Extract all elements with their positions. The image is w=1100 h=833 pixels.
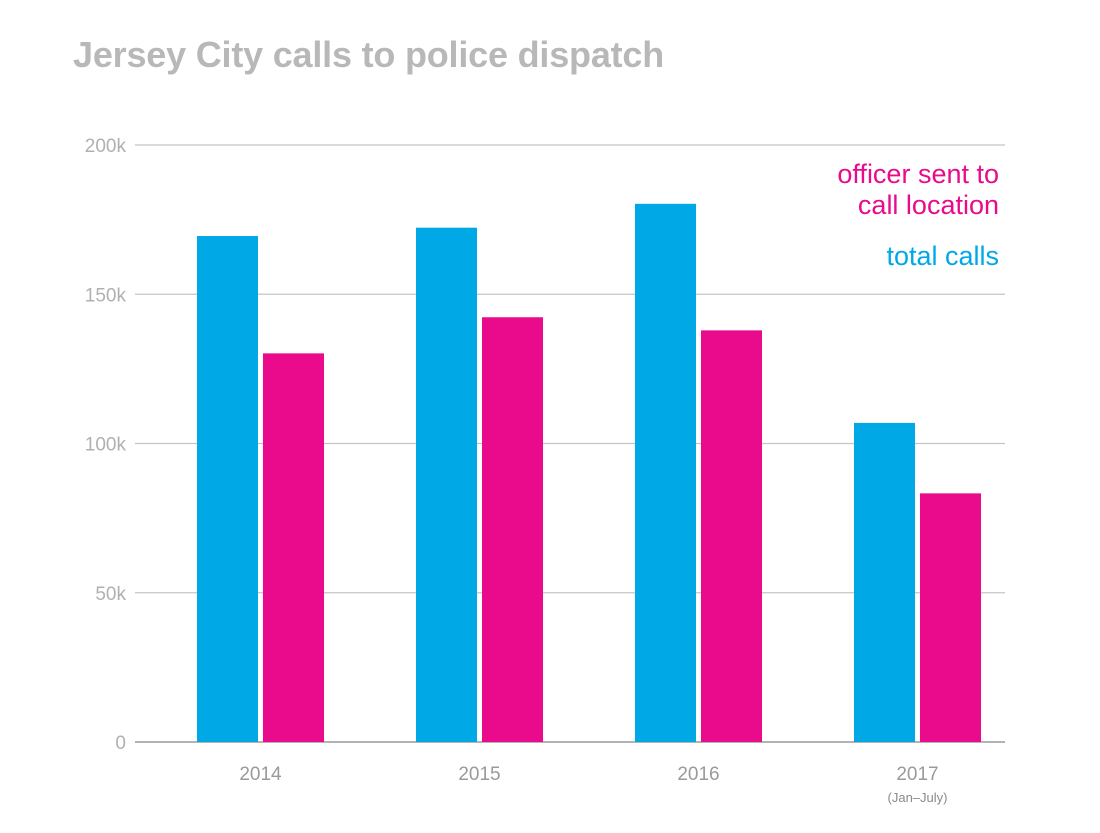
bars [197,203,981,743]
legend-label: officer sent to [837,159,999,189]
x-tick-sublabel: (Jan–July) [888,790,948,805]
legend-label: total calls [886,241,999,271]
y-axis-ticks: 0 50k 100k 150k 200k [85,136,127,754]
bar-total-calls-2016 [635,203,696,742]
chart-title: Jersey City calls to police dispatch [73,34,665,75]
bar-officer-sent-2014 [263,353,324,742]
bar-officer-sent-2016 [701,330,762,742]
y-tick-label: 200k [85,136,127,157]
x-tick-label: 2017 [896,764,938,785]
x-tick-label: 2015 [458,764,500,785]
x-tick-label: 2014 [239,764,282,785]
bar-total-calls-2015 [416,227,477,742]
y-tick-label: 50k [95,584,126,605]
y-tick-label: 150k [85,285,127,306]
x-axis-ticks: 2014 2015 2016 2017 (Jan–July) [239,764,947,805]
bar-officer-sent-2015 [482,317,543,742]
bar-total-calls-2014 [197,236,258,743]
y-tick-label: 0 [115,733,126,754]
bar-officer-sent-2017 [920,493,981,742]
x-tick-label: 2016 [677,764,719,785]
y-tick-label: 100k [85,435,127,456]
bar-total-calls-2017 [854,422,915,742]
legend-label: call location [858,190,999,220]
